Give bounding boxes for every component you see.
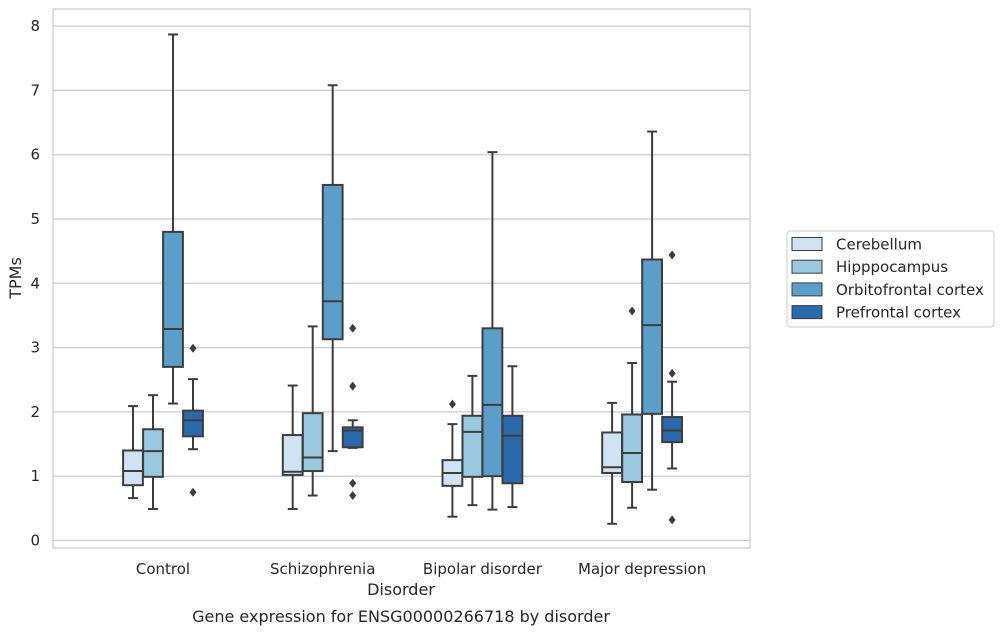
x-tick-label: Bipolar disorder — [423, 560, 543, 578]
outlier-point — [349, 478, 357, 488]
box-iqr — [641, 258, 664, 415]
y-tick-label: 1 — [30, 467, 40, 485]
box-orbitofrontal-cortex — [162, 33, 184, 405]
box-hipppocampus — [301, 325, 324, 497]
x-tick-label: Control — [136, 560, 190, 578]
box-orbitofrontal-cortex — [481, 151, 504, 511]
y-tick-label: 2 — [30, 403, 40, 421]
x-axis-label: Disorder — [367, 580, 435, 599]
x-tick-labels: Control Schizophrenia Bipolar disorder Majo… — [136, 560, 706, 578]
y-tick-labels: 0 1 2 3 4 5 6 7 8 — [30, 17, 40, 549]
box-iqr — [621, 413, 644, 483]
legend-label: Orbitofrontal cortex — [836, 281, 984, 299]
box-iqr — [281, 434, 304, 476]
box-prefrontal-cortex — [182, 343, 204, 497]
outlier-point — [349, 490, 357, 500]
chart-caption: Gene expression for ENSG00000266718 by d… — [192, 607, 610, 626]
x-tick-label: Major depression — [578, 560, 706, 578]
box-iqr — [481, 327, 504, 478]
box-iqr — [501, 414, 524, 485]
box-iqr — [142, 428, 164, 478]
box-hipppocampus — [461, 374, 484, 507]
box-iqr — [301, 412, 324, 473]
y-axis-label: TPMs — [6, 257, 25, 300]
y-tick-label: 6 — [30, 146, 40, 164]
outlier-point — [349, 323, 357, 333]
box-iqr — [162, 230, 184, 368]
y-tick-label: 5 — [30, 210, 40, 228]
outlier-point — [448, 399, 456, 409]
box-cerebellum — [601, 401, 624, 525]
outlier-point — [189, 343, 197, 353]
box-iqr — [182, 409, 204, 438]
y-tick-label: 7 — [30, 81, 40, 99]
outlier-point — [349, 381, 357, 391]
box-iqr — [321, 183, 344, 341]
outlier-point — [189, 487, 197, 497]
legend-swatch — [791, 282, 823, 297]
x-tick-label: Schizophrenia — [270, 560, 375, 578]
box-iqr — [461, 414, 484, 478]
box-prefrontal-cortex — [501, 365, 524, 509]
box-prefrontal-cortex — [341, 323, 364, 500]
outlier-point — [668, 515, 676, 525]
y-tick-label: 8 — [30, 17, 40, 35]
legend-swatch — [791, 259, 823, 274]
box-cerebellum — [281, 384, 304, 510]
outlier-point — [628, 306, 636, 316]
y-tick-label: 0 — [30, 532, 40, 550]
y-tick-label: 4 — [30, 274, 40, 292]
legend-swatch — [791, 237, 823, 251]
legend: Cerebellum Hipppocampus Orbitofrontal cort… — [786, 230, 995, 328]
y-tick-label: 3 — [30, 339, 40, 357]
legend-label: Hipppocampus — [836, 258, 948, 276]
legend-label: Prefrontal cortex — [836, 304, 961, 322]
plot-boxes — [122, 33, 684, 525]
box-orbitofrontal-cortex — [321, 84, 344, 453]
box-cerebellum — [122, 405, 144, 500]
box-cerebellum — [441, 399, 464, 518]
outlier-point — [668, 368, 676, 378]
legend-label: Cerebellum — [836, 236, 922, 254]
box-iqr — [341, 426, 364, 449]
outlier-point — [668, 250, 676, 260]
legend-swatch — [791, 305, 823, 320]
box-orbitofrontal-cortex — [641, 130, 664, 491]
box-prefrontal-cortex — [661, 250, 684, 525]
box-iqr — [122, 449, 144, 487]
box-hipppocampus — [142, 394, 164, 510]
plot-frame — [52, 8, 751, 549]
box-hipppocampus — [621, 306, 644, 509]
legend-frame — [786, 230, 995, 328]
